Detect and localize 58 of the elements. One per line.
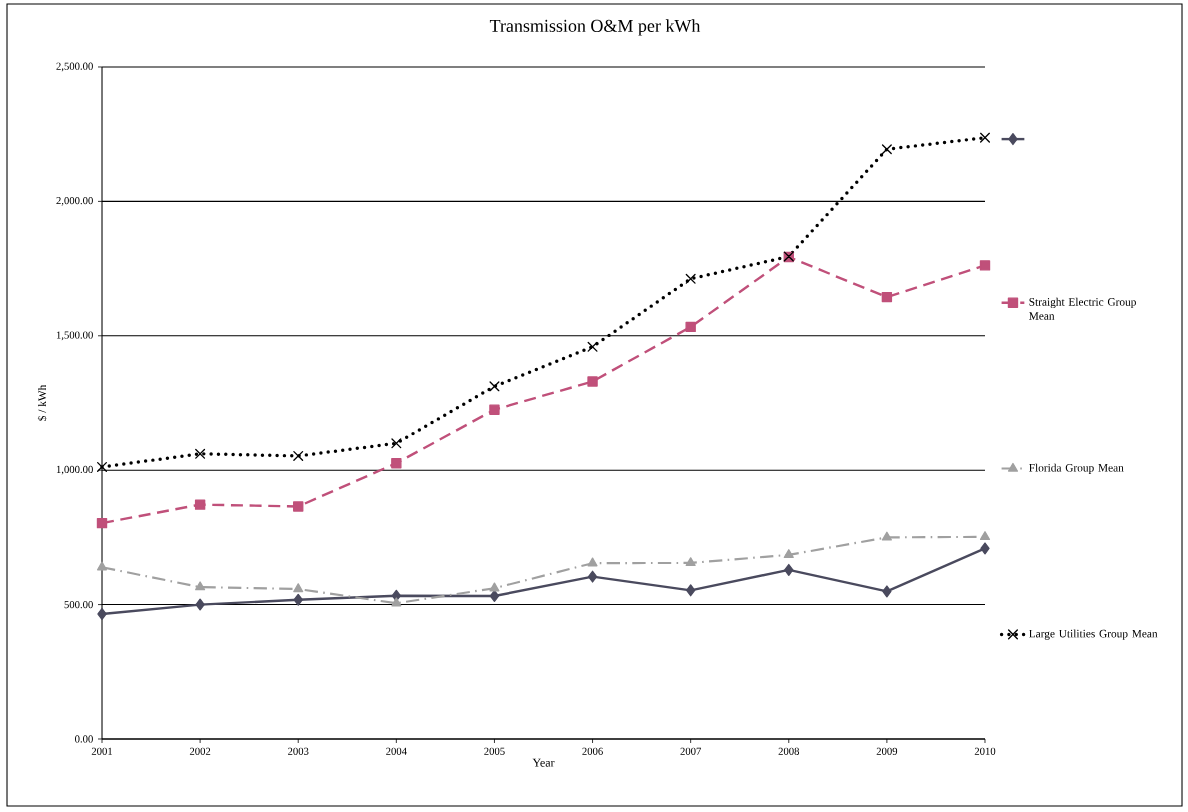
x-tick-label: 2010	[974, 747, 996, 755]
point	[979, 132, 990, 143]
point	[195, 448, 206, 459]
point	[784, 563, 794, 576]
point	[195, 581, 206, 591]
point	[489, 582, 500, 592]
point	[686, 584, 696, 597]
point	[489, 381, 500, 392]
point	[391, 457, 402, 469]
point	[391, 597, 402, 607]
point	[97, 607, 107, 620]
point	[979, 260, 991, 271]
x-tick-label: 2006	[582, 747, 603, 755]
point	[882, 585, 892, 598]
point	[685, 557, 696, 567]
x-tick-label: 2002	[189, 747, 211, 755]
point	[293, 501, 304, 512]
point	[96, 517, 108, 529]
point	[96, 561, 108, 571]
y-tick-label: 2,500.00	[56, 62, 93, 72]
y-axis-title: $ / kWh	[37, 384, 47, 421]
point	[587, 570, 598, 583]
legend-label: Large Utilities Group Mean	[1029, 629, 1158, 640]
point	[783, 549, 794, 559]
point	[979, 531, 991, 541]
y-tick-label: 1,500.00	[56, 331, 93, 341]
point	[293, 593, 303, 606]
point	[587, 341, 598, 352]
y-tick-label: 500.00	[64, 600, 93, 609]
point	[587, 557, 598, 567]
point	[881, 144, 892, 155]
x-tick-label: 2003	[288, 747, 309, 755]
x-tick-label: 2008	[778, 747, 800, 755]
point	[685, 321, 696, 333]
x-tick-label: 2005	[484, 747, 505, 755]
legend-label: Florida Group Mean	[1029, 463, 1124, 474]
point	[489, 404, 500, 415]
chart-title: Transmission O&M per kWh	[489, 19, 701, 36]
point	[587, 376, 598, 387]
point	[293, 583, 304, 593]
point	[881, 291, 893, 303]
x-tick-label: 2007	[680, 747, 702, 755]
point	[195, 598, 205, 611]
point	[685, 273, 696, 284]
y-tick-label: 1,000.00	[56, 465, 93, 475]
point	[881, 531, 892, 541]
legend-label: Straight Electric Group Mean	[1029, 297, 1136, 320]
point	[980, 542, 990, 555]
y-tick-label: 0.00	[75, 735, 93, 743]
point	[97, 461, 108, 472]
x-tick-label: 2001	[91, 747, 113, 755]
y-tick-label: 2,000.00	[56, 197, 93, 206]
x-tick-label: 2009	[876, 747, 898, 755]
point	[293, 450, 304, 461]
point	[391, 438, 402, 449]
point	[194, 499, 206, 510]
x-axis-title: Year	[532, 758, 555, 767]
x-tick-label: 2004	[386, 747, 407, 755]
